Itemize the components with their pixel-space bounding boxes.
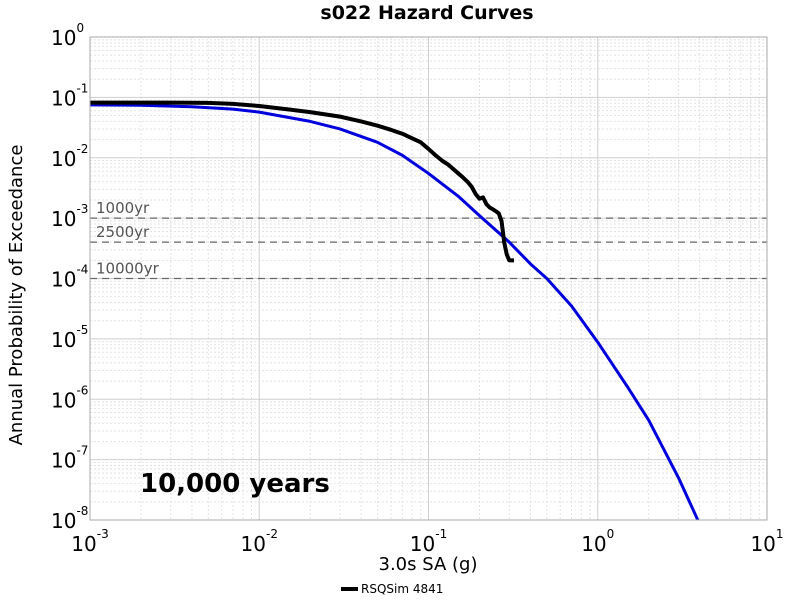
- y-tick-label: 10-6: [51, 383, 88, 412]
- x-tick-label: 100: [581, 527, 614, 556]
- y-tick-label: 10-7: [51, 444, 88, 473]
- series-layer: [89, 100, 700, 521]
- y-tick-label: 10-2: [51, 142, 88, 171]
- y-tick-label: 10-8: [51, 504, 88, 533]
- y-tick-label: 10-4: [51, 263, 88, 292]
- series-line-rsqsim: [90, 100, 514, 263]
- chart-title: s022 Hazard Curves: [320, 2, 533, 24]
- return-period-label: 2500yr: [96, 223, 150, 241]
- x-tick-label: 10-1: [410, 527, 447, 556]
- legend: RSQSim 4841: [341, 582, 443, 596]
- x-tick-label: 10-3: [71, 527, 108, 556]
- return-period-label: 10000yr: [96, 260, 160, 278]
- y-tick-label: 10-1: [51, 81, 88, 110]
- return-period-lines: 1000yr 2500yr 10000yr: [90, 199, 767, 280]
- x-tick-label: 101: [750, 527, 783, 556]
- x-axis-label: 3.0s SA (g): [379, 554, 478, 575]
- plot-border: [89, 36, 768, 521]
- duration-annotation: 10,000 years: [140, 469, 330, 499]
- y-tick-label: 10-3: [51, 202, 88, 231]
- x-tick-labels: 10-3 10-2 10-1 100 101: [71, 527, 783, 556]
- x-tick-label: 10-2: [241, 527, 278, 556]
- series-line-blue: [89, 103, 700, 521]
- y-tick-labels: 100 10-1 10-2 10-3 10-4 10-5 10-6 10-7 10-8: [51, 21, 88, 533]
- return-period-label: 1000yr: [96, 199, 150, 217]
- legend-label: RSQSim 4841: [361, 582, 443, 596]
- y-axis-label: Annual Probability of Exceedance: [6, 145, 27, 446]
- y-tick-label: 10-5: [51, 323, 88, 352]
- y-tick-label: 100: [51, 21, 84, 50]
